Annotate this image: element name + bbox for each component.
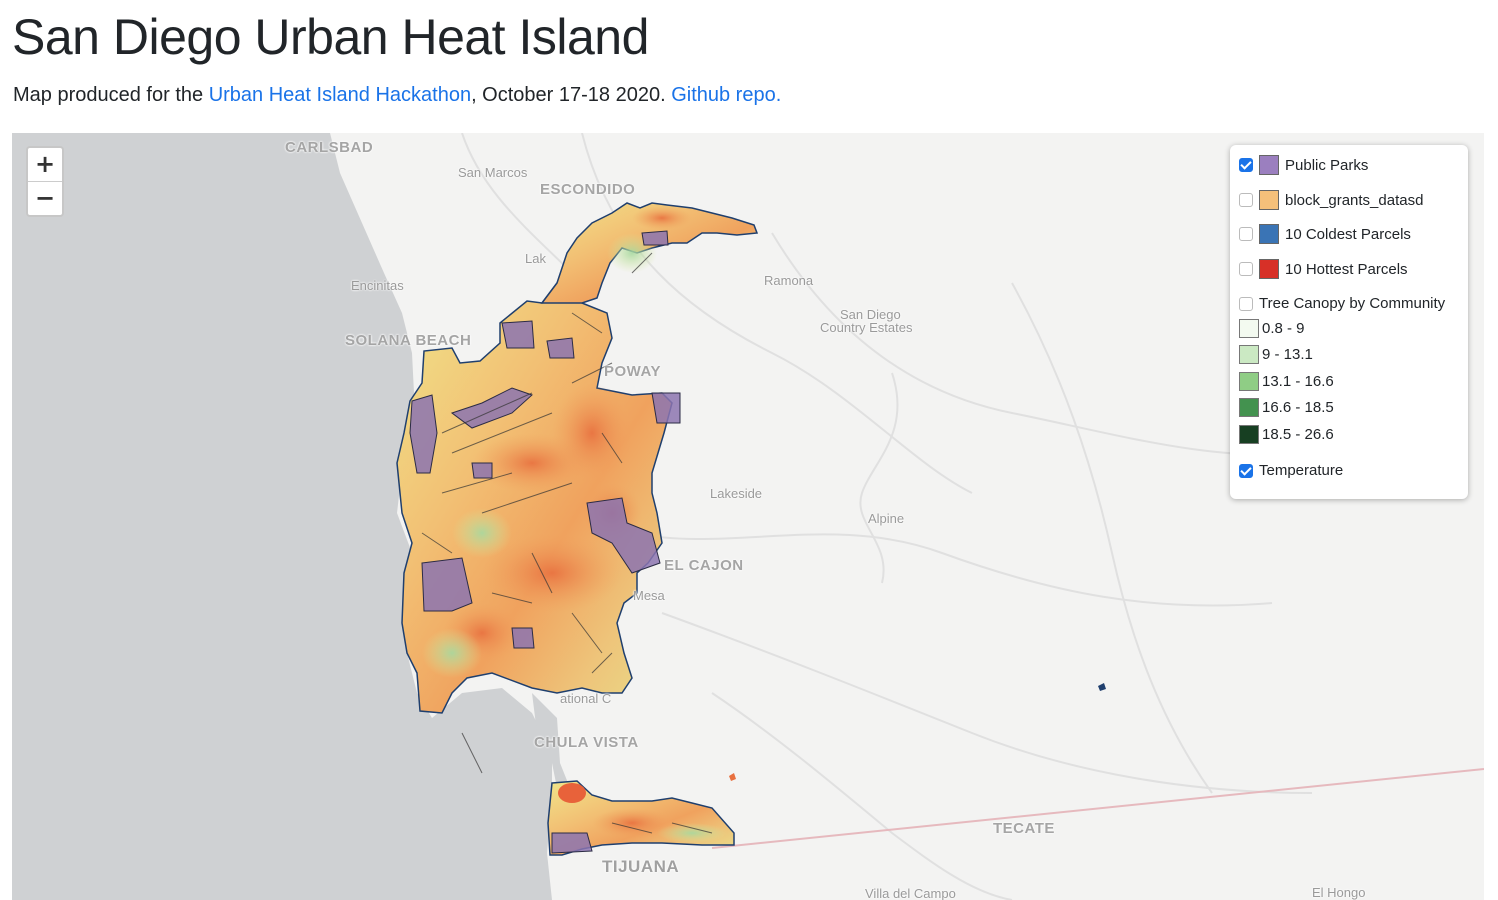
place-label-lakeside: Lakeside	[710, 486, 763, 501]
roads	[461, 133, 1313, 900]
map-container[interactable]: CARLSBAD San Marcos ESCONDIDO Encinitas …	[12, 133, 1484, 900]
hottest-parcels-checkbox[interactable]	[1239, 262, 1253, 276]
subtitle: Map produced for the Urban Heat Island H…	[13, 84, 781, 107]
layer-control: Public Parks block_grants_datasd 10 Cold…	[1230, 145, 1468, 499]
public-parks-label: Public Parks	[1285, 156, 1369, 174]
coldest-parcels-swatch	[1259, 224, 1279, 244]
place-label-encinitas: Encinitas	[351, 278, 404, 293]
place-label-ramona: Ramona	[764, 273, 814, 288]
tree-canopy-swatch-5	[1239, 425, 1259, 444]
us-mexico-border	[711, 768, 1484, 849]
tree-canopy-class-4: 16.6 - 18.5	[1239, 398, 1334, 417]
tree-canopy-class-1: 0.8 - 9	[1239, 319, 1305, 338]
block-grants-label: block_grants_datasd	[1285, 191, 1424, 209]
place-label-solana-beach: SOLANA BEACH	[345, 332, 472, 349]
hackathon-link[interactable]: Urban Heat Island Hackathon	[208, 84, 472, 106]
tree-canopy-range-4: 16.6 - 18.5	[1262, 399, 1334, 416]
zoom-control: + −	[26, 146, 64, 217]
basemap	[12, 133, 1484, 900]
place-label-tijuana: TIJUANA	[602, 857, 680, 876]
layer-hottest-parcels[interactable]: 10 Hottest Parcels	[1239, 259, 1408, 279]
place-label-carlsbad: CARLSBAD	[285, 139, 374, 156]
public-parks-swatch	[1259, 155, 1279, 175]
layer-tree-canopy[interactable]: Tree Canopy by Community	[1239, 295, 1445, 312]
block-grants-swatch	[1259, 190, 1279, 210]
tree-canopy-range-5: 18.5 - 26.6	[1262, 426, 1334, 443]
zoom-in-button[interactable]: +	[34, 150, 56, 178]
tree-canopy-range-2: 9 - 13.1	[1262, 346, 1313, 363]
place-label-escondido: ESCONDIDO	[540, 181, 636, 198]
tree-canopy-label: Tree Canopy by Community	[1259, 295, 1446, 312]
tree-canopy-range-3: 13.1 - 16.6	[1262, 373, 1334, 390]
place-label-la-mesa: Mesa	[633, 588, 665, 603]
layer-temperature[interactable]: Temperature	[1239, 462, 1343, 479]
place-label-san-diego-country-estates: San Diego	[840, 307, 901, 322]
place-label-national-city-fragment: ational C	[560, 691, 612, 706]
subtitle-prefix: Map produced for the	[13, 84, 209, 106]
github-repo-link[interactable]: Github repo.	[671, 84, 782, 106]
place-label-san-marcos: San Marcos	[458, 165, 528, 180]
tree-canopy-class-5: 18.5 - 26.6	[1239, 425, 1334, 444]
tree-canopy-checkbox[interactable]	[1239, 296, 1253, 311]
temperature-checkbox[interactable]	[1239, 463, 1253, 478]
coldest-parcels-label: 10 Coldest Parcels	[1285, 225, 1411, 243]
place-label-villa-del-campo: Villa del Campo	[865, 886, 956, 900]
page-title: San Diego Urban Heat Island	[12, 9, 649, 65]
san-diego-bay	[532, 693, 597, 843]
place-label-lake-fragment: Lak	[525, 251, 546, 266]
tree-canopy-swatch-2	[1239, 345, 1259, 364]
block-grants-checkbox[interactable]	[1239, 193, 1253, 207]
coldest-parcels-checkbox[interactable]	[1239, 227, 1253, 241]
tree-canopy-swatch-1	[1239, 319, 1259, 338]
place-label-chula-vista: CHULA VISTA	[534, 734, 639, 751]
tree-canopy-swatch-3	[1239, 372, 1259, 391]
zoom-out-button[interactable]: −	[28, 181, 62, 215]
layer-public-parks[interactable]: Public Parks	[1239, 155, 1368, 175]
layer-coldest-parcels[interactable]: 10 Coldest Parcels	[1239, 224, 1411, 244]
hottest-parcels-label: 10 Hottest Parcels	[1285, 260, 1408, 278]
place-label-tecate: TECATE	[993, 820, 1055, 837]
subtitle-middle: , October 17-18 2020.	[471, 84, 672, 106]
tree-canopy-class-3: 13.1 - 16.6	[1239, 372, 1334, 391]
small-parcel-east	[1098, 683, 1106, 691]
small-parcel-south	[729, 773, 736, 781]
pacific-ocean	[12, 133, 552, 900]
place-label-el-hongo: El Hongo	[1312, 885, 1366, 900]
tree-canopy-range-1: 0.8 - 9	[1262, 320, 1305, 337]
parcel-lines	[421, 252, 713, 834]
public-parks-checkbox[interactable]	[1239, 158, 1253, 172]
tree-canopy-swatch-4	[1239, 398, 1259, 417]
place-label-country-estates: Country Estates	[820, 320, 913, 335]
place-label-el-cajon: EL CAJON	[664, 557, 744, 574]
place-label-alpine: Alpine	[868, 511, 905, 526]
temperature-label: Temperature	[1259, 462, 1344, 479]
layer-block-grants[interactable]: block_grants_datasd	[1239, 190, 1423, 210]
tree-canopy-class-2: 9 - 13.1	[1239, 345, 1313, 364]
hottest-parcels-swatch	[1259, 259, 1279, 279]
public-parks-polygons	[409, 230, 681, 854]
place-label-poway: POWAY	[604, 363, 661, 380]
